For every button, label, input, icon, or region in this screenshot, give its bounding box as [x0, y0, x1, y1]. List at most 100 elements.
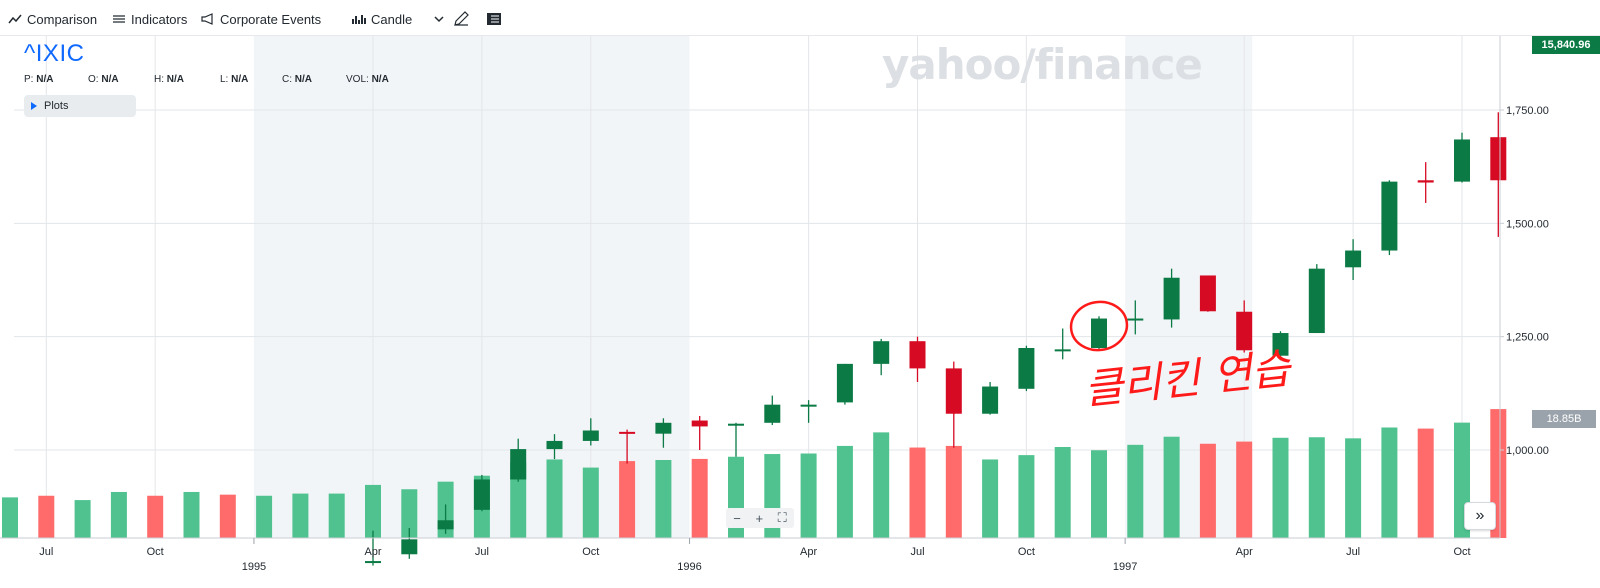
- candle-body: [945, 368, 962, 414]
- plots-button[interactable]: Plots: [24, 95, 136, 117]
- chart-type-label: Candle: [371, 11, 413, 27]
- candle-chart-icon: [352, 15, 366, 24]
- volume-bar: [582, 467, 599, 538]
- candle-body: [365, 561, 381, 564]
- candle-body: [473, 479, 490, 510]
- volume-bar: [1163, 436, 1180, 538]
- price-tick-label: 1,750.00: [1506, 105, 1549, 117]
- ohlc-volume: VOL: N/A: [346, 74, 389, 85]
- candle-body: [1018, 348, 1035, 389]
- candle-body: [728, 423, 744, 426]
- candle-body: [982, 386, 999, 414]
- candle-body: [1490, 137, 1507, 181]
- volume-bar: [1236, 441, 1253, 538]
- volume-bar: [147, 495, 164, 538]
- yahoo-finance-watermark: yahoo/finance: [882, 40, 1203, 89]
- table-view-button[interactable]: [486, 10, 507, 28]
- volume-bar: [1091, 450, 1107, 538]
- price-tick-label: 1,000.00: [1506, 445, 1549, 457]
- candle-body: [401, 539, 418, 555]
- volume-bar: [945, 445, 962, 538]
- scroll-to-latest-button[interactable]: »: [1464, 502, 1496, 530]
- ohlc-price: P: N/A: [24, 74, 54, 85]
- candle-body: [1054, 349, 1071, 352]
- ohlc-open: O: N/A: [88, 74, 119, 85]
- indicators-icon: [113, 15, 125, 23]
- price-tick-label: 1,250.00: [1506, 332, 1549, 344]
- indicators-label: Indicators: [131, 11, 188, 27]
- ohlc-low: L: N/A: [220, 74, 249, 85]
- price-tick-label: 1,500.00: [1506, 218, 1549, 230]
- volume-bar: [1345, 438, 1362, 538]
- candle-body: [836, 363, 853, 403]
- time-tick-label: Jul: [39, 546, 53, 558]
- time-tick-label: Jul: [475, 546, 489, 558]
- chevron-down-icon: [434, 16, 444, 23]
- draw-button[interactable]: [452, 10, 475, 28]
- volume-bar: [74, 500, 91, 538]
- table-icon: [487, 13, 501, 25]
- volume-bar: [1199, 443, 1216, 538]
- volume-bar: [38, 495, 55, 538]
- time-tick-label: Apr: [800, 546, 817, 558]
- candle-body: [437, 520, 454, 530]
- volume-bar: [110, 491, 127, 538]
- volume-bar: [655, 460, 672, 538]
- chart-type-dropdown[interactable]: Candle: [352, 10, 449, 28]
- volume-bar: [546, 459, 563, 538]
- volume-bar: [1054, 447, 1071, 538]
- volume-bar: [619, 461, 636, 538]
- pencil-icon: [454, 11, 469, 26]
- volume-bar: [691, 458, 708, 538]
- volume-bar: [328, 493, 345, 538]
- comparison-icon: [8, 14, 22, 24]
- volume-bar: [1308, 437, 1325, 538]
- time-tick-label: Oct: [582, 546, 599, 558]
- ohlc-readout: P: N/A O: N/A H: N/A L: N/A C: N/A VOL: …: [24, 74, 444, 88]
- annotation-circle: [1069, 300, 1129, 352]
- volume-bar: [292, 493, 309, 538]
- volume-bar: [982, 459, 999, 538]
- price-chart[interactable]: 1,000.00 1,250.00 1,500.00 1,750.00 Jul Oct Ap…: [0, 36, 1600, 588]
- candle-body: [1308, 268, 1325, 334]
- candle-body: [1345, 250, 1362, 268]
- plots-label: Plots: [44, 100, 69, 112]
- time-tick-label: Apr: [364, 546, 381, 558]
- candle-body: [1236, 311, 1253, 351]
- zoom-out-button[interactable]: −: [733, 510, 741, 526]
- time-tick-label: Oct: [1453, 546, 1470, 558]
- play-icon: [31, 102, 37, 110]
- candle-body: [546, 440, 563, 450]
- volume-bar: [2, 497, 18, 538]
- candle-body: [1417, 180, 1434, 183]
- candle-body: [1091, 318, 1107, 348]
- comparison-button[interactable]: Comparison: [8, 10, 97, 28]
- candle-body: [655, 422, 672, 434]
- zoom-controls: − + ⛶: [726, 508, 794, 528]
- volume-bar: [1272, 437, 1289, 538]
- time-tick-label: Jul: [1346, 546, 1360, 558]
- volume-bar: [401, 489, 418, 538]
- volume-bar: [219, 494, 236, 538]
- chart-area[interactable]: 1,000.00 1,250.00 1,500.00 1,750.00 Jul Oct Ap…: [0, 36, 1600, 588]
- volume-bar: [510, 462, 527, 538]
- chart-toolbar: Comparison Indicators Corporate Events C…: [0, 0, 1600, 36]
- volume-bar: [365, 484, 381, 538]
- candle-body: [510, 449, 527, 480]
- megaphone-icon: [201, 13, 213, 25]
- indicators-button[interactable]: Indicators: [112, 10, 187, 28]
- zoom-in-button[interactable]: +: [755, 510, 764, 526]
- candle-body: [1454, 139, 1470, 182]
- time-tick-label: Jul: [910, 546, 924, 558]
- year-tick-label: 1995: [242, 561, 266, 573]
- year-tick-label: 1996: [677, 561, 701, 573]
- candle-body: [1272, 333, 1289, 356]
- candle-body: [873, 341, 890, 364]
- fullscreen-button[interactable]: ⛶: [777, 510, 787, 525]
- corporate-events-button[interactable]: Corporate Events: [201, 10, 321, 28]
- chart-legend: ^IXIC: [24, 40, 84, 68]
- last-price-badge: 15,840.96: [1532, 36, 1600, 54]
- double-chevron-right-icon: »: [1475, 507, 1485, 524]
- ohlc-close: C: N/A: [282, 74, 313, 85]
- year-shade-band: [1125, 36, 1253, 538]
